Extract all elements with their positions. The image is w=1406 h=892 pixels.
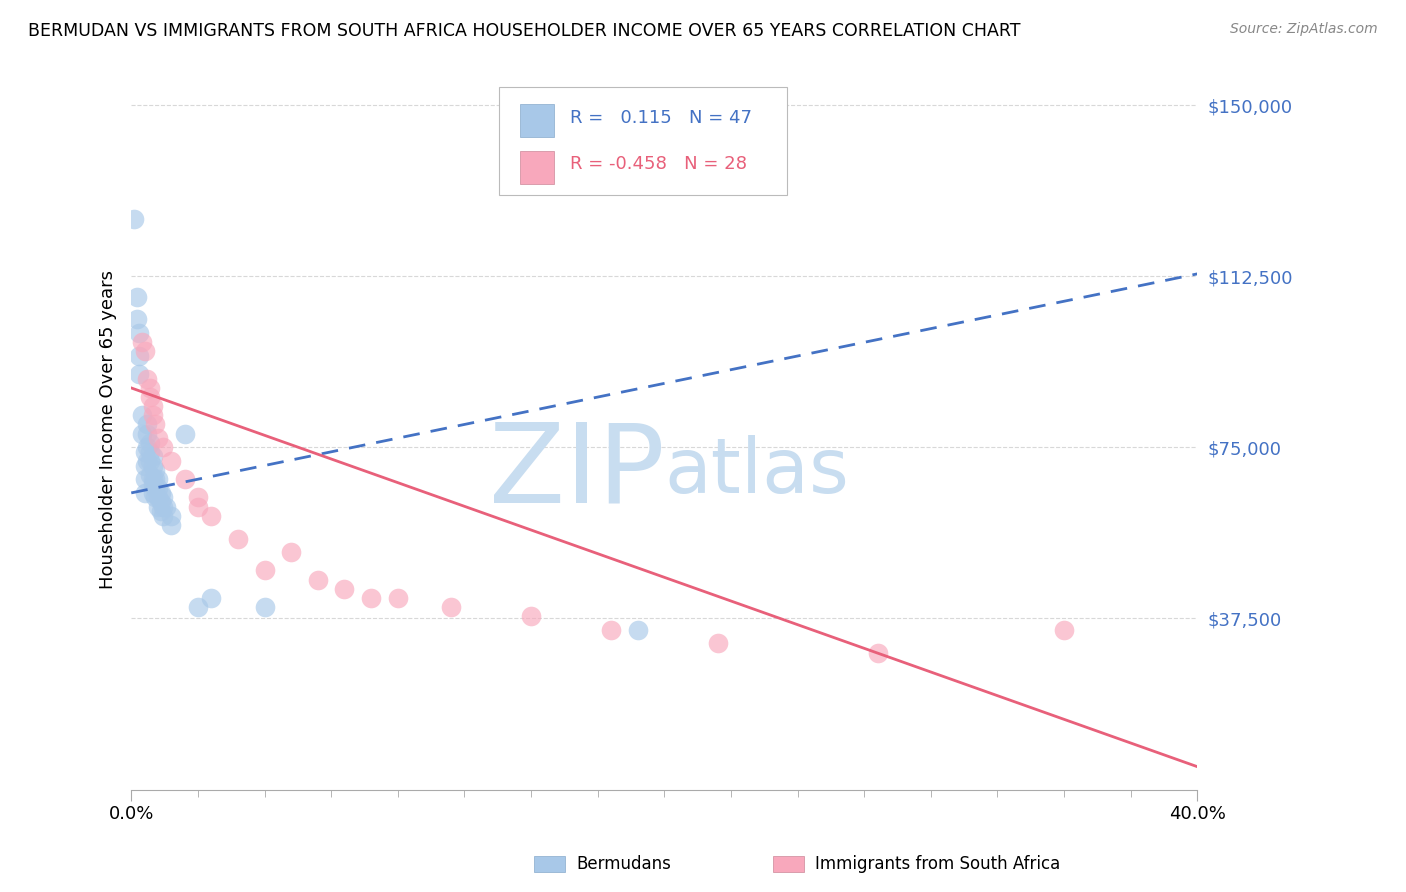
Point [160, 517, 183, 532]
Text: Bermudans: Bermudans [576, 855, 671, 873]
Point [136, 440, 159, 454]
Point [706, 636, 728, 650]
Point [627, 623, 650, 637]
Point [143, 463, 166, 477]
Point [136, 372, 159, 386]
Point [131, 409, 153, 423]
Point [128, 326, 150, 341]
Point [128, 349, 150, 363]
Text: Immigrants from South Africa: Immigrants from South Africa [815, 855, 1060, 873]
Point [146, 481, 169, 495]
Point [128, 368, 150, 382]
Point [360, 591, 382, 605]
Point [152, 440, 174, 454]
Point [152, 491, 174, 505]
Point [125, 290, 148, 304]
Point [134, 458, 156, 473]
Point [134, 344, 156, 359]
Point [600, 623, 623, 637]
Point [173, 426, 195, 441]
Point [134, 486, 156, 500]
Point [142, 399, 165, 413]
Point [139, 467, 162, 482]
Point [146, 431, 169, 445]
Y-axis label: Householder Income Over 65 years: Householder Income Over 65 years [100, 269, 117, 589]
Point [149, 486, 172, 500]
FancyBboxPatch shape [520, 104, 554, 136]
Point [143, 481, 166, 495]
Point [307, 573, 329, 587]
Point [146, 500, 169, 514]
Point [866, 646, 889, 660]
Point [139, 435, 162, 450]
Point [131, 335, 153, 350]
Point [125, 312, 148, 326]
Point [187, 599, 209, 614]
Point [142, 472, 165, 486]
Point [146, 472, 169, 486]
Point [134, 445, 156, 459]
Point [139, 454, 162, 468]
Point [142, 486, 165, 500]
Point [387, 591, 409, 605]
Point [200, 508, 222, 523]
Point [160, 454, 183, 468]
Point [149, 504, 172, 518]
Point [142, 409, 165, 423]
Point [155, 500, 177, 514]
Point [142, 458, 165, 473]
Point [143, 491, 166, 505]
Point [520, 609, 543, 624]
Point [122, 212, 145, 227]
Point [142, 476, 165, 491]
Text: R =   0.115   N = 47: R = 0.115 N = 47 [571, 109, 752, 127]
Point [187, 491, 209, 505]
Point [152, 508, 174, 523]
Point [280, 545, 302, 559]
Point [1053, 623, 1076, 637]
Point [136, 454, 159, 468]
Point [146, 491, 169, 505]
Point [131, 426, 153, 441]
Point [136, 417, 159, 432]
Point [134, 472, 156, 486]
Point [143, 472, 166, 486]
Point [139, 445, 162, 459]
Point [152, 500, 174, 514]
Point [440, 599, 463, 614]
Point [253, 564, 276, 578]
Point [173, 472, 195, 486]
Point [136, 426, 159, 441]
Text: Source: ZipAtlas.com: Source: ZipAtlas.com [1230, 22, 1378, 37]
Text: R = -0.458   N = 28: R = -0.458 N = 28 [571, 155, 748, 173]
Point [333, 582, 356, 596]
FancyBboxPatch shape [499, 87, 787, 194]
Point [200, 591, 222, 605]
Point [160, 508, 183, 523]
Text: BERMUDAN VS IMMIGRANTS FROM SOUTH AFRICA HOUSEHOLDER INCOME OVER 65 YEARS CORREL: BERMUDAN VS IMMIGRANTS FROM SOUTH AFRICA… [28, 22, 1021, 40]
Point [142, 450, 165, 464]
Point [149, 495, 172, 509]
Point [139, 381, 162, 395]
Point [187, 500, 209, 514]
Text: ZIP: ZIP [488, 418, 664, 525]
FancyBboxPatch shape [520, 151, 554, 184]
Point [139, 390, 162, 404]
Text: atlas: atlas [664, 435, 849, 509]
Point [253, 599, 276, 614]
Point [226, 532, 249, 546]
Point [143, 417, 166, 432]
